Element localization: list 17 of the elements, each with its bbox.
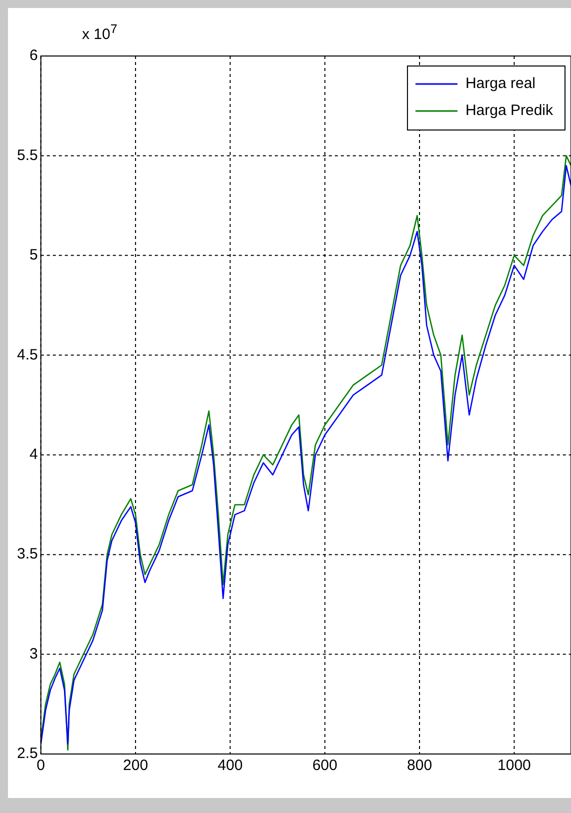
x-tick-label: 800 bbox=[407, 757, 432, 774]
y-tick-label: 4.5 bbox=[16, 346, 38, 364]
y-tick-label: 3.5 bbox=[16, 546, 38, 563]
x-tick-label: 1000 bbox=[498, 757, 531, 774]
y-tick-label: 4 bbox=[30, 446, 38, 463]
y-tick-label: 6 bbox=[30, 47, 38, 64]
legend-label: Harga Predik bbox=[465, 102, 554, 120]
x-tick-label: 200 bbox=[123, 757, 148, 774]
y-tick-label: 2.5 bbox=[16, 745, 38, 762]
y-tick-label: 5 bbox=[30, 246, 38, 264]
y-tick-label: 5.5 bbox=[16, 146, 38, 164]
legend-label: Harga real bbox=[465, 75, 536, 92]
x-tick-label: 600 bbox=[312, 757, 338, 774]
y-tick-label: 3 bbox=[30, 645, 38, 662]
x-tick-label: 400 bbox=[218, 757, 243, 774]
text: x 10$^{7}$ bbox=[82, 22, 118, 43]
x-tick-label: 0 bbox=[36, 757, 46, 774]
